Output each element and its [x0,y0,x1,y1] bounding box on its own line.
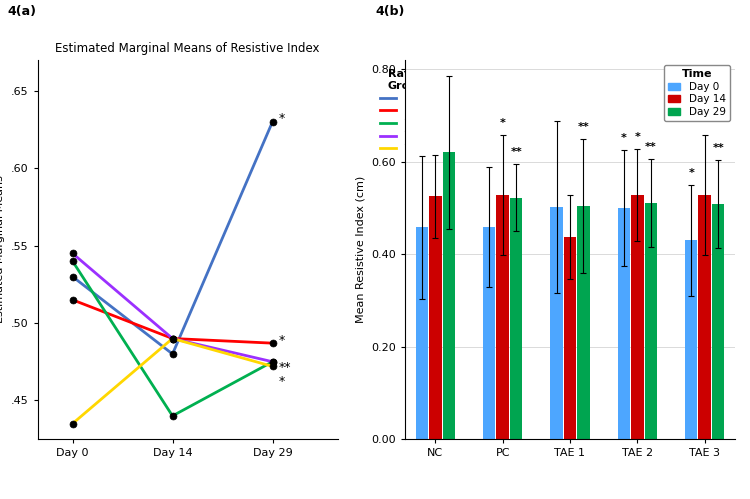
Bar [712,204,724,439]
Bar [564,237,576,439]
Bar [496,195,508,439]
Bar [644,203,657,439]
Text: *: * [278,375,285,388]
Y-axis label: Mean Resistive Index (cm): Mean Resistive Index (cm) [356,176,366,323]
Bar [416,228,428,439]
Text: *: * [278,112,285,125]
Text: *: * [688,168,694,178]
Bar [483,228,496,439]
Title: Estimated Marginal Means of Resistive Index: Estimated Marginal Means of Resistive In… [56,41,320,54]
Bar [685,240,698,439]
Bar [550,207,562,439]
Text: 4(b): 4(b) [375,5,404,18]
Text: *: * [621,133,627,143]
Text: *: * [278,333,285,346]
Bar [578,206,590,439]
Text: **: ** [712,143,724,153]
Bar [442,152,455,439]
Text: **: ** [278,361,291,374]
Bar [510,198,522,439]
Bar [632,195,644,439]
Legend: NC, PC, TAE 1, TAE 2, TAE 3: NC, PC, TAE 1, TAE 2, TAE 3 [376,65,437,158]
Text: *: * [634,132,640,142]
Text: **: ** [578,122,590,132]
Bar [618,208,630,439]
Bar [429,196,442,439]
Y-axis label: Estimated Marginal Means: Estimated Marginal Means [0,176,5,323]
Text: **: ** [645,142,657,152]
Text: 4(a): 4(a) [8,5,37,18]
Bar [698,195,711,439]
Legend: Day 0, Day 14, Day 29: Day 0, Day 14, Day 29 [664,65,730,121]
Text: **: ** [510,148,522,158]
Text: *: * [500,118,506,128]
